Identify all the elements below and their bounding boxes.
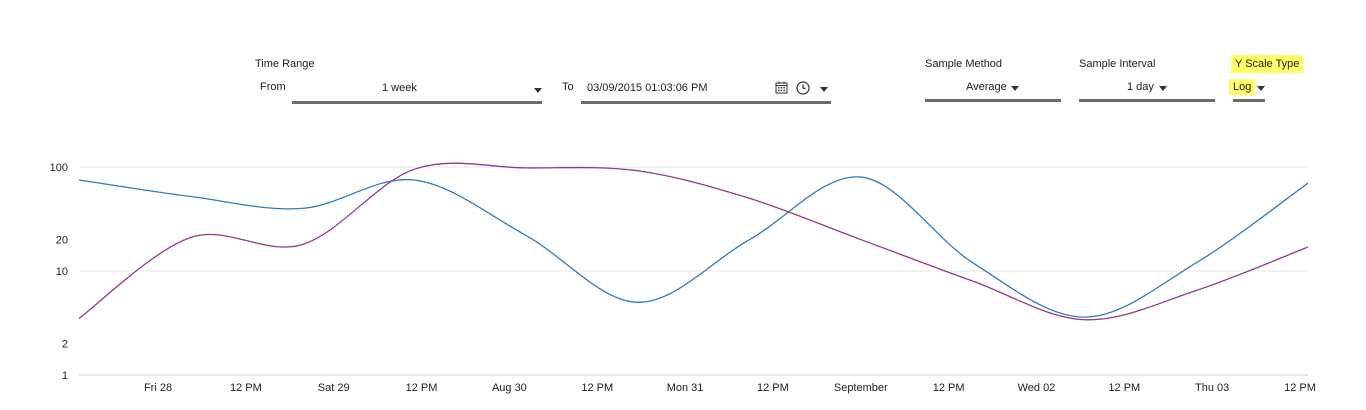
from-underline	[292, 101, 542, 104]
x-tick-label: 12 PM	[406, 382, 438, 394]
x-axis-ticks: Fri 28 12 PM Sat 29 12 PM Aug 30 12 PM Mon 31 1…	[144, 382, 1316, 394]
time-range-label: Time Range	[255, 58, 315, 70]
x-tick-label: September	[834, 382, 888, 394]
from-value: 1 week	[382, 82, 417, 94]
x-tick-label: Wed 02	[1018, 382, 1056, 394]
to-underline	[581, 101, 831, 104]
calendar-icon[interactable]	[775, 81, 788, 97]
x-tick-label: 12 PM	[1108, 382, 1140, 394]
x-tick-label: Fri 28	[144, 382, 172, 394]
y-scale-type-dropdown[interactable]: Log	[1229, 79, 1267, 99]
grid	[79, 166, 1308, 376]
x-tick-label: 12 PM	[230, 382, 262, 394]
from-dropdown[interactable]: 1 week	[292, 82, 542, 102]
to-datetime-field[interactable]: 03/09/2015 01:03:06 PM	[581, 81, 831, 102]
y-tick-label: 20	[56, 235, 68, 247]
x-tick-label: Thu 03	[1195, 382, 1229, 394]
clock-icon[interactable]	[796, 81, 810, 98]
y-tick-label: 1	[62, 370, 68, 382]
sample-method-underline	[925, 99, 1061, 102]
from-label: From	[260, 81, 286, 93]
sample-method-dropdown[interactable]: Average	[925, 81, 1061, 99]
x-tick-label: Sat 29	[318, 382, 350, 394]
series	[78, 162, 1309, 321]
sample-interval-dropdown[interactable]: 1 day	[1079, 81, 1215, 99]
x-tick-label: 12 PM	[757, 382, 789, 394]
chevron-down-icon	[1257, 86, 1265, 91]
y-axis-ticks: 1 2 10 20 100	[50, 162, 68, 382]
series-line-1	[78, 176, 1309, 318]
y-tick-label: 100	[50, 162, 68, 174]
chevron-down-icon	[534, 88, 542, 93]
x-tick-label: 12 PM	[581, 382, 613, 394]
y-scale-type-underline	[1233, 99, 1265, 102]
y-tick-label: 2	[62, 339, 68, 351]
sample-interval-label: Sample Interval	[1079, 58, 1156, 70]
chevron-down-icon	[1011, 86, 1019, 91]
sample-interval-underline	[1079, 99, 1215, 102]
y-tick-label: 10	[56, 266, 68, 278]
series-line-2	[78, 162, 1309, 321]
chevron-down-icon	[1159, 86, 1167, 91]
to-value: 03/09/2015 01:03:06 PM	[587, 82, 708, 94]
y-scale-type-value: Log	[1229, 79, 1256, 95]
sample-method-value: Average	[966, 81, 1007, 93]
sample-method-label: Sample Method	[925, 58, 1003, 70]
y-scale-type-label: Y Scale Type	[1231, 55, 1304, 73]
chevron-down-icon[interactable]	[820, 87, 828, 92]
x-tick-label: 12 PM	[1284, 382, 1316, 394]
to-label: To	[562, 81, 574, 93]
sample-interval-value: 1 day	[1127, 81, 1154, 93]
x-tick-label: Aug 30	[492, 382, 527, 394]
x-tick-label: 12 PM	[933, 382, 965, 394]
x-tick-label: Mon 31	[667, 382, 704, 394]
